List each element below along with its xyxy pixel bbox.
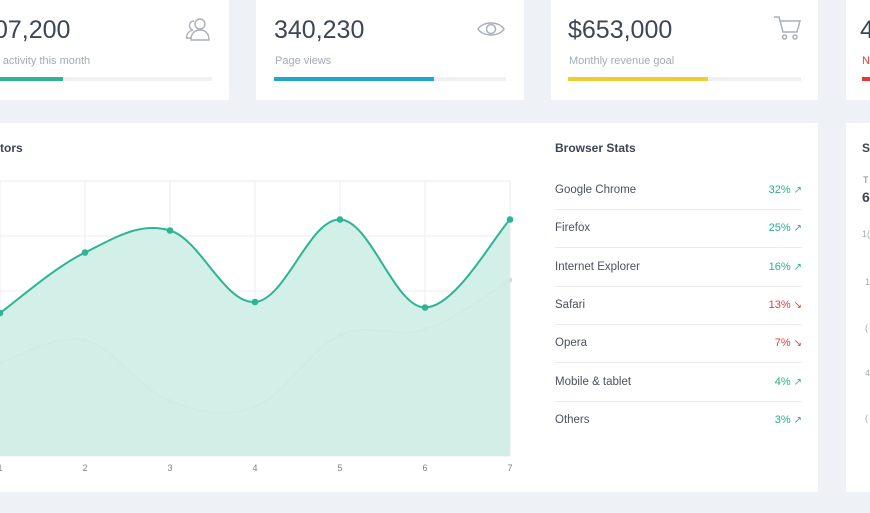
- stat-progress-fill: [568, 77, 708, 81]
- stat-value: 4: [860, 16, 870, 44]
- browser-percent-value: 3%: [774, 413, 791, 426]
- stat-label: Monthly revenue goal: [569, 55, 675, 67]
- series-point-primary: [0, 309, 4, 317]
- stat-progress-track: [862, 77, 870, 81]
- side-card-value: 6: [862, 189, 870, 205]
- side-axis-2: (: [865, 323, 868, 333]
- visitors-chart: 1 2 3 4 5 6 7: [0, 180, 514, 473]
- browser-stats-title: Browser Stats: [555, 141, 636, 155]
- trend-down-icon: ↘: [793, 299, 802, 311]
- browser-percent: 3% ↗: [775, 414, 802, 426]
- stat-card-revenue: $653,000 Monthly revenue goal: [551, 0, 818, 100]
- x-tick-label: 6: [422, 463, 427, 473]
- trend-up-icon: ↗: [793, 414, 802, 426]
- browser-percent: 32% ↗: [769, 184, 802, 196]
- browser-row: Mobile & tablet 4% ↗: [555, 363, 802, 402]
- stat-progress-fill: [0, 77, 63, 81]
- side-axis-4: (: [865, 413, 868, 423]
- browser-row: Others 3% ↗: [555, 401, 802, 439]
- series-point-primary: [336, 216, 344, 223]
- series-point-primary: [421, 304, 429, 311]
- browser-name: Opera: [555, 337, 587, 350]
- browser-percent: 16% ↗: [769, 261, 802, 273]
- browser-percent: 4% ↗: [775, 376, 802, 388]
- browser-percent: 25% ↗: [769, 222, 802, 234]
- browser-percent-value: 7%: [774, 337, 791, 350]
- series-point-primary: [251, 298, 259, 306]
- stat-card-activity: 07,200 r activity this month: [0, 0, 229, 100]
- side-card-label: T: [863, 175, 869, 185]
- stat-progress-track: [0, 77, 212, 81]
- stat-progress-track: [274, 77, 506, 81]
- series-point-primary: [506, 216, 514, 223]
- x-tick-label: 3: [167, 463, 172, 473]
- trend-down-icon: ↘: [793, 338, 802, 350]
- browser-name: Mobile & tablet: [555, 375, 632, 388]
- browser-row: Opera 7% ↘: [555, 324, 802, 364]
- trend-up-icon: ↗: [793, 185, 802, 196]
- visitors-title: tors: [0, 141, 23, 155]
- browser-percent-value: 25%: [768, 222, 791, 235]
- series-area-primary: [0, 219, 510, 456]
- side-axis-3: 4: [865, 368, 870, 378]
- stat-card-partial: 4 N: [846, 0, 870, 100]
- x-tick-label: 4: [252, 463, 257, 473]
- x-tick-label: 5: [337, 463, 342, 473]
- visitors-card: tors 1 2 3 4 5 6 7: [0, 123, 537, 492]
- stat-label: Page views: [275, 55, 332, 67]
- stat-card-page-views: 340,230 Page views: [256, 0, 524, 100]
- side-card-sub: 1(: [862, 229, 870, 239]
- browser-percent-value: 32%: [768, 184, 791, 196]
- browser-stats-card: Browser Stats Google Chrome 32% ↗ Firefox 25…: [537, 123, 818, 492]
- series-point-primary: [81, 249, 89, 256]
- stat-label: r activity this month: [0, 55, 91, 67]
- x-tick-label: 7: [507, 463, 512, 473]
- browser-row: Firefox 25% ↗: [555, 209, 802, 249]
- browser-percent-value: 4%: [774, 375, 791, 388]
- x-tick-label: 2: [82, 463, 87, 473]
- users-icon: [183, 14, 213, 49]
- cart-icon: [771, 12, 803, 49]
- browser-name: Firefox: [555, 222, 591, 235]
- browser-name: Safari: [555, 298, 586, 311]
- trend-up-icon: ↗: [793, 261, 802, 273]
- browser-percent: 7% ↘: [775, 337, 802, 349]
- browser-percent-value: 13%: [768, 298, 791, 311]
- browser-row: Safari 13% ↘: [555, 286, 802, 325]
- browser-percent-value: 16%: [768, 260, 791, 273]
- stat-value: $653,000: [568, 16, 673, 44]
- browser-row: Internet Explorer 16% ↗: [555, 248, 802, 287]
- trend-up-icon: ↗: [793, 376, 802, 388]
- browser-name: Google Chrome: [555, 184, 637, 196]
- stat-progress-fill: [274, 77, 434, 81]
- stat-value: 07,200: [0, 16, 71, 44]
- stat-label: N: [862, 55, 870, 67]
- side-axis-1: 1: [865, 277, 870, 287]
- stat-progress-track: [568, 77, 801, 81]
- side-card: S T 6 1( 1 ( 4 (: [846, 123, 870, 492]
- browser-row: Google Chrome 32% ↗: [555, 171, 802, 210]
- series-point-primary: [166, 227, 174, 234]
- stat-value: 340,230: [274, 16, 365, 44]
- browser-name: Others: [555, 413, 590, 426]
- trend-up-icon: ↗: [793, 223, 802, 235]
- browser-name: Internet Explorer: [555, 260, 641, 273]
- stat-progress-fill: [862, 77, 870, 81]
- browser-percent: 13% ↘: [769, 299, 802, 311]
- x-tick-label: 1: [0, 463, 3, 473]
- eye-icon: [476, 18, 506, 45]
- side-card-title: S: [862, 141, 870, 155]
